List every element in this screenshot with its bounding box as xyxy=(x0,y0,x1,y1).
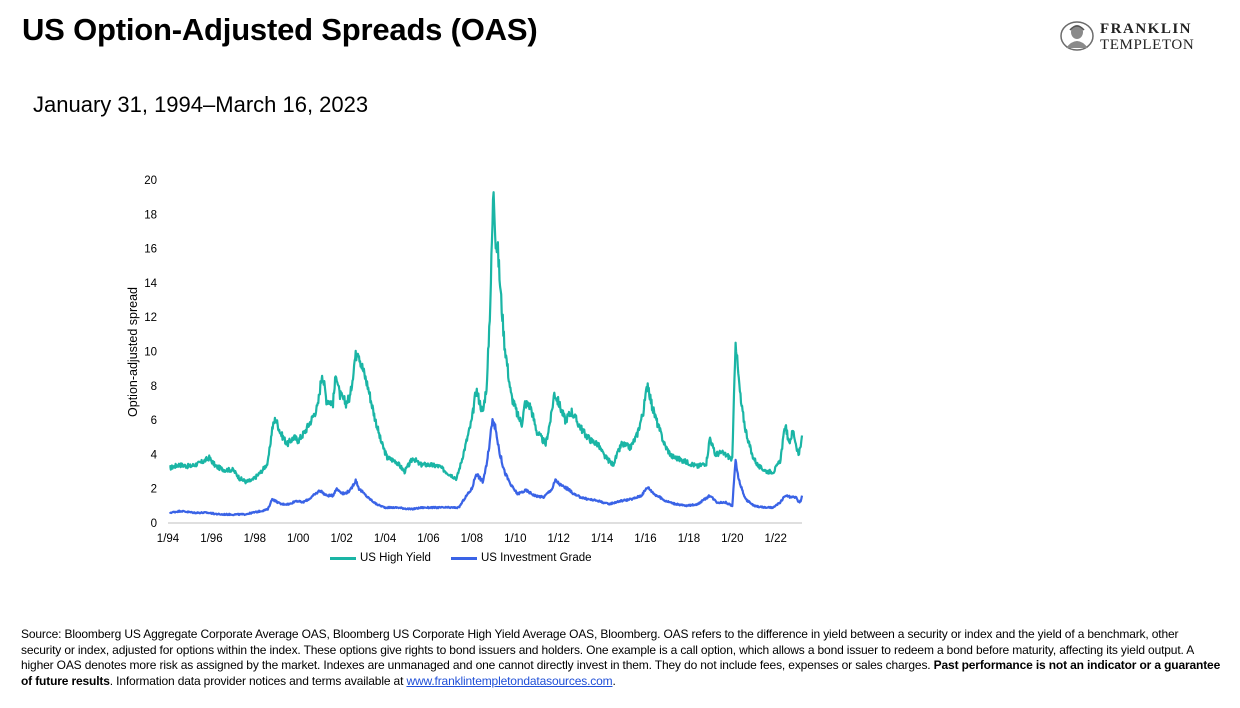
x-tick-label: 1/96 xyxy=(200,533,222,545)
legend-item-investment-grade: US Investment Grade xyxy=(450,552,592,564)
y-tick-label: 2 xyxy=(151,484,157,496)
x-tick-label: 1/98 xyxy=(244,533,266,545)
series-line-high-yield xyxy=(169,191,804,485)
logo-line1: FRANKLIN xyxy=(1100,21,1193,37)
series-group xyxy=(168,191,804,517)
x-tick-label: 1/22 xyxy=(765,533,787,545)
chart-legend: US High Yield US Investment Grade xyxy=(330,552,592,564)
portrait-logo-icon xyxy=(1060,21,1094,51)
y-tick-label: 12 xyxy=(144,312,157,324)
x-tick-label: 1/10 xyxy=(504,533,526,545)
x-tick-label: 1/94 xyxy=(157,533,180,545)
y-tick-label: 16 xyxy=(144,244,157,256)
y-tick-label: 20 xyxy=(144,175,157,187)
x-tick-label: 1/00 xyxy=(287,533,309,545)
x-axis-ticks: 1/94 1/96 1/98 1/00 1/02 1/04 1/06 1/08 1/10 1/12… xyxy=(157,533,787,545)
page-title: US Option-Adjusted Spreads (OAS) xyxy=(22,12,538,47)
franklin-templeton-logo: FRANKLIN TEMPLETON xyxy=(1058,20,1218,56)
y-tick-label: 0 xyxy=(151,518,157,530)
x-tick-label: 1/16 xyxy=(634,533,656,545)
source-footnote: Source: Bloomberg US Aggregate Corporate… xyxy=(21,627,1221,689)
x-tick-label: 1/18 xyxy=(678,533,700,545)
source-text: Source: Bloomberg US Aggregate Corporate… xyxy=(21,627,1194,672)
source-after-bold: . Information data provider notices and … xyxy=(109,673,404,688)
oas-line-chart: Option-adjusted spread 0 2 4 6 8 10 12 14 16 18 20… xyxy=(126,175,804,545)
source-end: . xyxy=(612,673,616,688)
legend-label-high-yield: US High Yield xyxy=(360,552,431,564)
series-line-investment-grade xyxy=(168,418,804,517)
logo-line2: TEMPLETON xyxy=(1100,37,1195,53)
x-tick-label: 1/14 xyxy=(591,533,614,545)
legend-item-high-yield: US High Yield xyxy=(330,552,431,564)
x-tick-label: 1/20 xyxy=(721,533,743,545)
x-tick-label: 1/04 xyxy=(374,533,397,545)
y-tick-label: 10 xyxy=(144,347,157,359)
y-tick-label: 18 xyxy=(144,209,157,221)
legend-swatch-high-yield xyxy=(330,556,356,560)
y-tick-label: 6 xyxy=(151,415,157,427)
y-tick-label: 8 xyxy=(151,381,157,393)
x-tick-label: 1/06 xyxy=(417,533,439,545)
legend-label-investment-grade: US Investment Grade xyxy=(480,552,592,564)
y-axis-ticks: 0 2 4 6 8 10 12 14 16 18 20 xyxy=(144,175,157,530)
x-tick-label: 1/12 xyxy=(547,533,569,545)
disclaimer-bold: Past performance is not an indicator or … xyxy=(21,658,1221,688)
date-range-subtitle: January 31, 1994–March 16, 2023 xyxy=(33,92,369,117)
y-tick-label: 4 xyxy=(151,449,158,461)
y-axis-label: Option-adjusted spread xyxy=(126,287,140,417)
data-sources-link[interactable]: www.franklintempletondatasources.com xyxy=(406,673,613,688)
x-tick-label: 1/02 xyxy=(330,533,352,545)
legend-swatch-investment-grade xyxy=(450,556,477,560)
y-tick-label: 14 xyxy=(144,278,157,290)
x-tick-label: 1/08 xyxy=(461,533,483,545)
